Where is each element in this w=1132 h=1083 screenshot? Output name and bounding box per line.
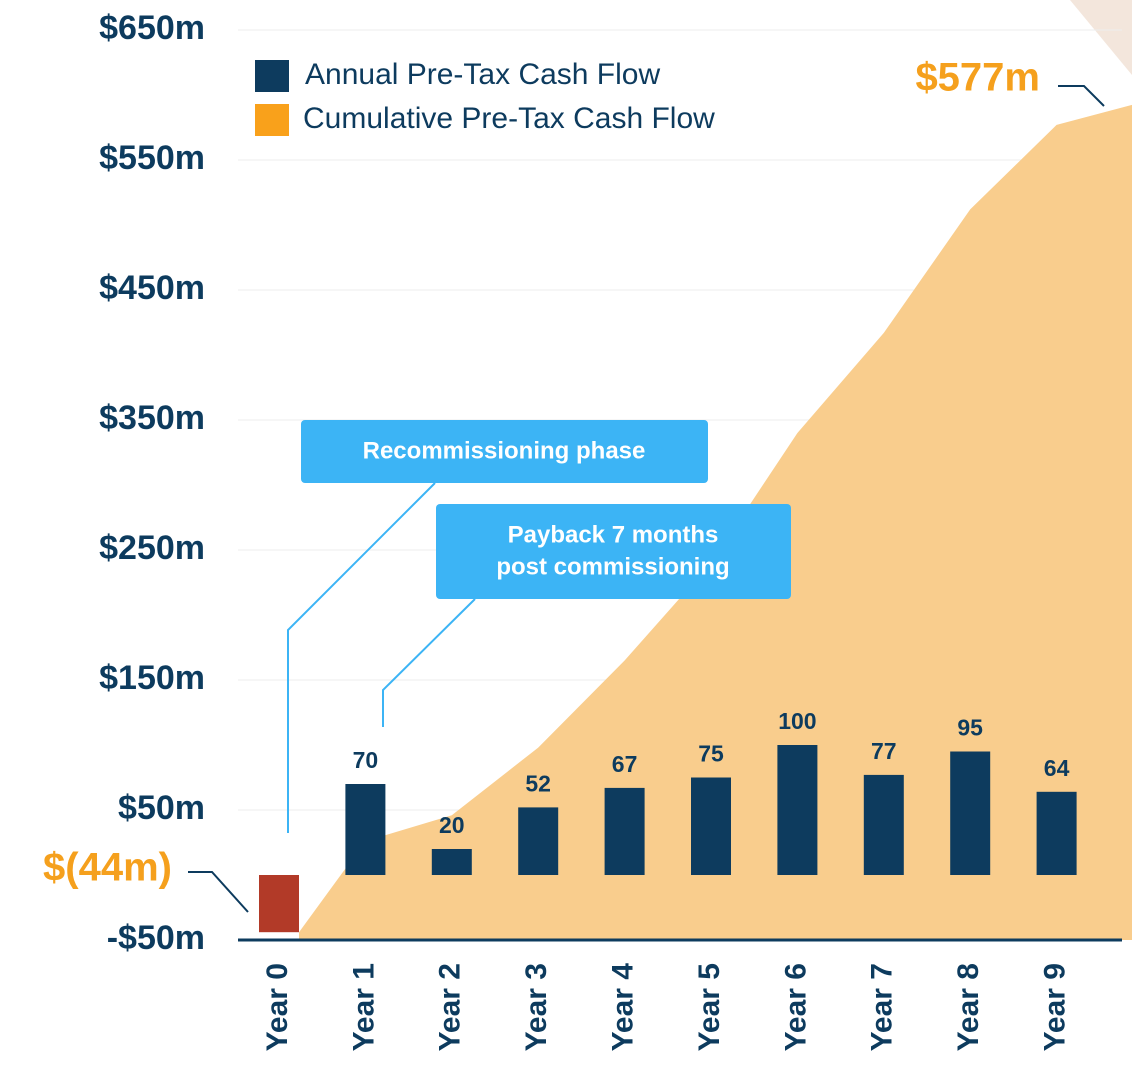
corner-decoration: [1070, 0, 1132, 75]
x-tick-label: Year 6: [779, 963, 812, 1051]
callout-text: Recommissioning phase: [363, 437, 646, 464]
bar: [691, 777, 731, 875]
cumulative-area: [299, 104, 1132, 940]
callout-box: [301, 420, 708, 483]
data-label: 95: [957, 715, 983, 741]
bar: [604, 787, 645, 875]
legend-swatch: [255, 104, 289, 136]
x-tick-label: Year 5: [693, 963, 726, 1051]
annotation-line: [188, 871, 249, 913]
y-tick-label: $550m: [99, 139, 205, 177]
x-tick-label: Year 3: [520, 963, 553, 1051]
legend-label: Cumulative Pre-Tax Cash Flow: [303, 102, 715, 135]
y-tick-label: $50m: [118, 789, 205, 827]
bar: [863, 774, 904, 875]
callout-text: Payback 7 months: [508, 521, 719, 548]
y-tick-label: $150m: [99, 659, 205, 697]
bar: [1036, 791, 1077, 875]
start-annotation: $(44m): [43, 846, 172, 890]
data-label: 52: [525, 770, 551, 796]
x-tick-label: Year 2: [434, 963, 467, 1051]
plot: 70 20 52 67 75 100 77 95 64 Year 0 Year 1 Year 2 Yea…: [238, 29, 1132, 1052]
data-label: 77: [871, 738, 897, 764]
y-tick-label: -$50m: [107, 919, 205, 957]
data-label: 75: [698, 741, 724, 767]
x-tick-label: Year 4: [607, 963, 640, 1052]
callout-line: [382, 598, 476, 727]
x-tick-label: Year 9: [1039, 963, 1072, 1051]
data-label: 64: [1044, 755, 1070, 781]
legend-label: Annual Pre-Tax Cash Flow: [305, 58, 660, 91]
data-label: 20: [439, 812, 465, 838]
bar: [777, 745, 818, 875]
legend-swatch: [255, 60, 289, 92]
callout-text: post commissioning: [496, 553, 729, 580]
data-label: 67: [612, 751, 638, 777]
bar: [259, 875, 299, 933]
bar: [518, 807, 559, 875]
x-tick-label: Year 1: [347, 963, 380, 1051]
x-tick-label: Year 0: [261, 963, 294, 1051]
y-tick-label: $650m: [99, 9, 205, 47]
x-tick-label: Year 7: [866, 963, 899, 1051]
x-tick-label: Year 8: [952, 963, 985, 1051]
data-label: 70: [353, 747, 379, 773]
annotation-line: [1058, 85, 1105, 107]
end-annotation: $577m: [915, 56, 1040, 100]
callout-line: [287, 482, 436, 833]
data-label: 100: [778, 708, 816, 734]
y-tick-label: $450m: [99, 269, 205, 307]
y-tick-label: $250m: [99, 529, 205, 567]
y-tick-label: $350m: [99, 399, 205, 437]
bar: [345, 784, 386, 875]
bar: [431, 849, 472, 875]
bar: [950, 751, 991, 875]
callout-box: [436, 504, 791, 599]
